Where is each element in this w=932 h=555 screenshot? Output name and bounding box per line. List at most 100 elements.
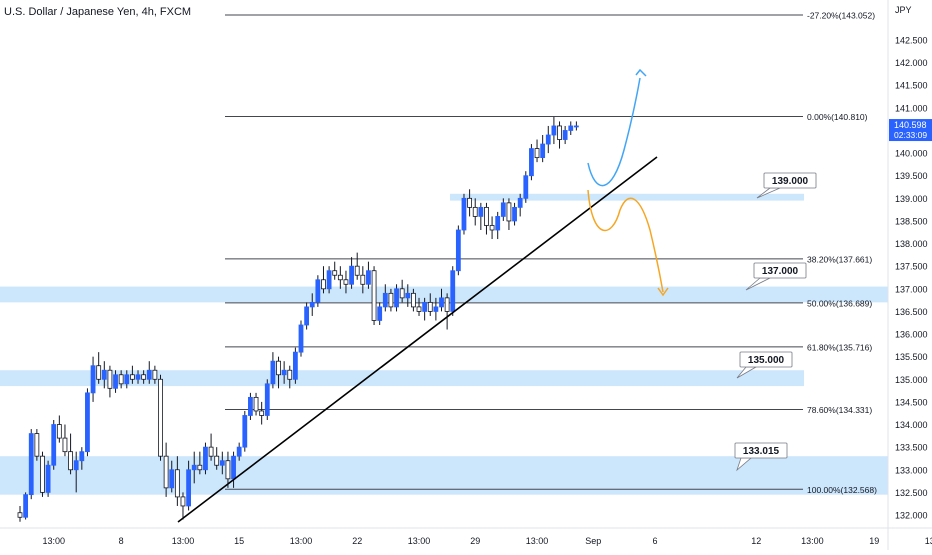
time-tick-label: 13:00 <box>172 536 195 546</box>
fib-level-label: -27.20%(143.052) <box>807 11 875 21</box>
candle-body <box>197 464 203 471</box>
zone-callout-label: 137.000 <box>762 266 799 277</box>
candle-body <box>343 279 349 285</box>
price-tick-label: 133.500 <box>895 443 928 453</box>
candle-body <box>349 265 354 285</box>
candle-body <box>191 464 197 471</box>
candle-body <box>276 360 281 376</box>
candle-body <box>253 396 259 412</box>
price-tick-label: 136.000 <box>895 330 928 340</box>
price-tick-label: 140.000 <box>895 149 928 159</box>
candle-body <box>152 369 158 380</box>
price-tick-label: 138.000 <box>895 239 928 249</box>
bearish-projection-path[interactable] <box>587 189 664 293</box>
last-price-tag[interactable] <box>889 119 932 142</box>
zone-callout-box[interactable] <box>739 351 793 368</box>
candle-body <box>231 455 236 480</box>
candle-body <box>23 494 29 518</box>
time-tick-label: 13:00 <box>925 536 932 546</box>
price-tick-label: 141.500 <box>895 81 928 91</box>
ascending-trendline[interactable] <box>177 156 658 523</box>
price-tick-label: 136.500 <box>895 307 928 317</box>
candle-body <box>281 369 287 376</box>
candle-body <box>478 206 484 217</box>
time-tick-label: 13:00 <box>290 536 313 546</box>
candle-body <box>129 374 135 380</box>
price-tick-label: 132.000 <box>895 511 928 521</box>
candle-body <box>540 143 546 159</box>
candle-body <box>68 451 73 471</box>
fib-level-label: 0.00%(140.810) <box>807 112 868 122</box>
price-tick-label: 137.500 <box>895 262 928 272</box>
candle-body <box>467 197 473 208</box>
bullish-projection-path[interactable] <box>587 77 641 187</box>
zone-callout-label: 133.015 <box>743 446 780 457</box>
price-tick-label: 142.000 <box>895 58 928 68</box>
candle-body <box>264 383 270 416</box>
time-tick-label: 12 <box>751 536 761 546</box>
price-tick-label: 134.500 <box>895 397 928 407</box>
candle-body <box>163 455 169 489</box>
candle-body <box>529 148 534 177</box>
candle-body <box>545 134 551 145</box>
candle-body <box>17 512 23 518</box>
candle-body <box>388 292 394 308</box>
time-tick-label: 13:00 <box>526 536 549 546</box>
candle-body <box>315 279 321 303</box>
candle-body <box>113 374 118 389</box>
price-tick-label: 139.000 <box>895 194 928 204</box>
candle-body <box>371 270 377 321</box>
candle-body <box>500 202 506 217</box>
trendline-layer[interactable] <box>177 156 658 523</box>
time-tick-label: 29 <box>470 536 480 546</box>
candle-body <box>28 433 34 496</box>
price-tick-label: 133.000 <box>895 465 928 475</box>
candle-body <box>422 301 428 312</box>
zone-band <box>450 193 804 201</box>
time-tick-label: 13:00 <box>801 536 824 546</box>
candle-body <box>394 288 399 308</box>
zone-callout-label: 139.000 <box>772 176 809 187</box>
candle-body <box>461 197 467 231</box>
candle-body <box>174 469 180 498</box>
candle-body <box>90 365 96 394</box>
candle-body <box>337 274 343 281</box>
candle-body <box>124 374 130 385</box>
candle-body <box>96 365 102 380</box>
price-tick-label: 138.500 <box>895 216 928 226</box>
candle-body <box>292 351 298 380</box>
projection-paths[interactable] <box>587 68 669 297</box>
candle-body <box>450 270 456 312</box>
candle-body <box>107 369 113 389</box>
candle-body <box>332 270 338 276</box>
price-tick-label: 141.000 <box>895 103 928 113</box>
time-tick-label: 8 <box>119 536 124 546</box>
candle-body <box>573 125 579 128</box>
candle-body <box>427 301 433 312</box>
currency-label: JPY <box>895 5 912 15</box>
candle-body <box>433 306 439 312</box>
candle-body <box>326 270 332 290</box>
time-axis[interactable]: 13:00 8 13:00 15 13:00 22 13:00 29 13:00 Sep 6 12 13… <box>0 527 932 546</box>
candle-body <box>51 424 57 466</box>
zone-callout-box[interactable] <box>734 442 788 459</box>
candle-body <box>62 437 68 453</box>
zone-callout-box[interactable] <box>763 172 817 189</box>
price-tick-label: 142.500 <box>895 36 928 46</box>
price-axis[interactable]: JPY 132.000 132.500 133.000 133.500 134.000 13… <box>887 0 932 550</box>
candle-body <box>180 496 186 507</box>
candle-body <box>34 433 40 457</box>
zone-callout-box[interactable] <box>753 262 807 279</box>
zone-callouts[interactable]: 139.000 137.000 135.000 133.015 <box>734 172 817 472</box>
candle-body <box>410 292 416 308</box>
candle-body <box>248 396 253 416</box>
bearish-arrowhead-icon <box>657 287 669 297</box>
candle-body <box>472 206 478 217</box>
candle-body <box>56 424 62 439</box>
candle-body <box>40 455 45 493</box>
candle-body <box>517 197 523 208</box>
fibonacci-retracement[interactable]: -27.20%(143.052) 0.00%(140.810) 38.20%(137… <box>225 11 877 495</box>
candle-body <box>354 265 360 276</box>
